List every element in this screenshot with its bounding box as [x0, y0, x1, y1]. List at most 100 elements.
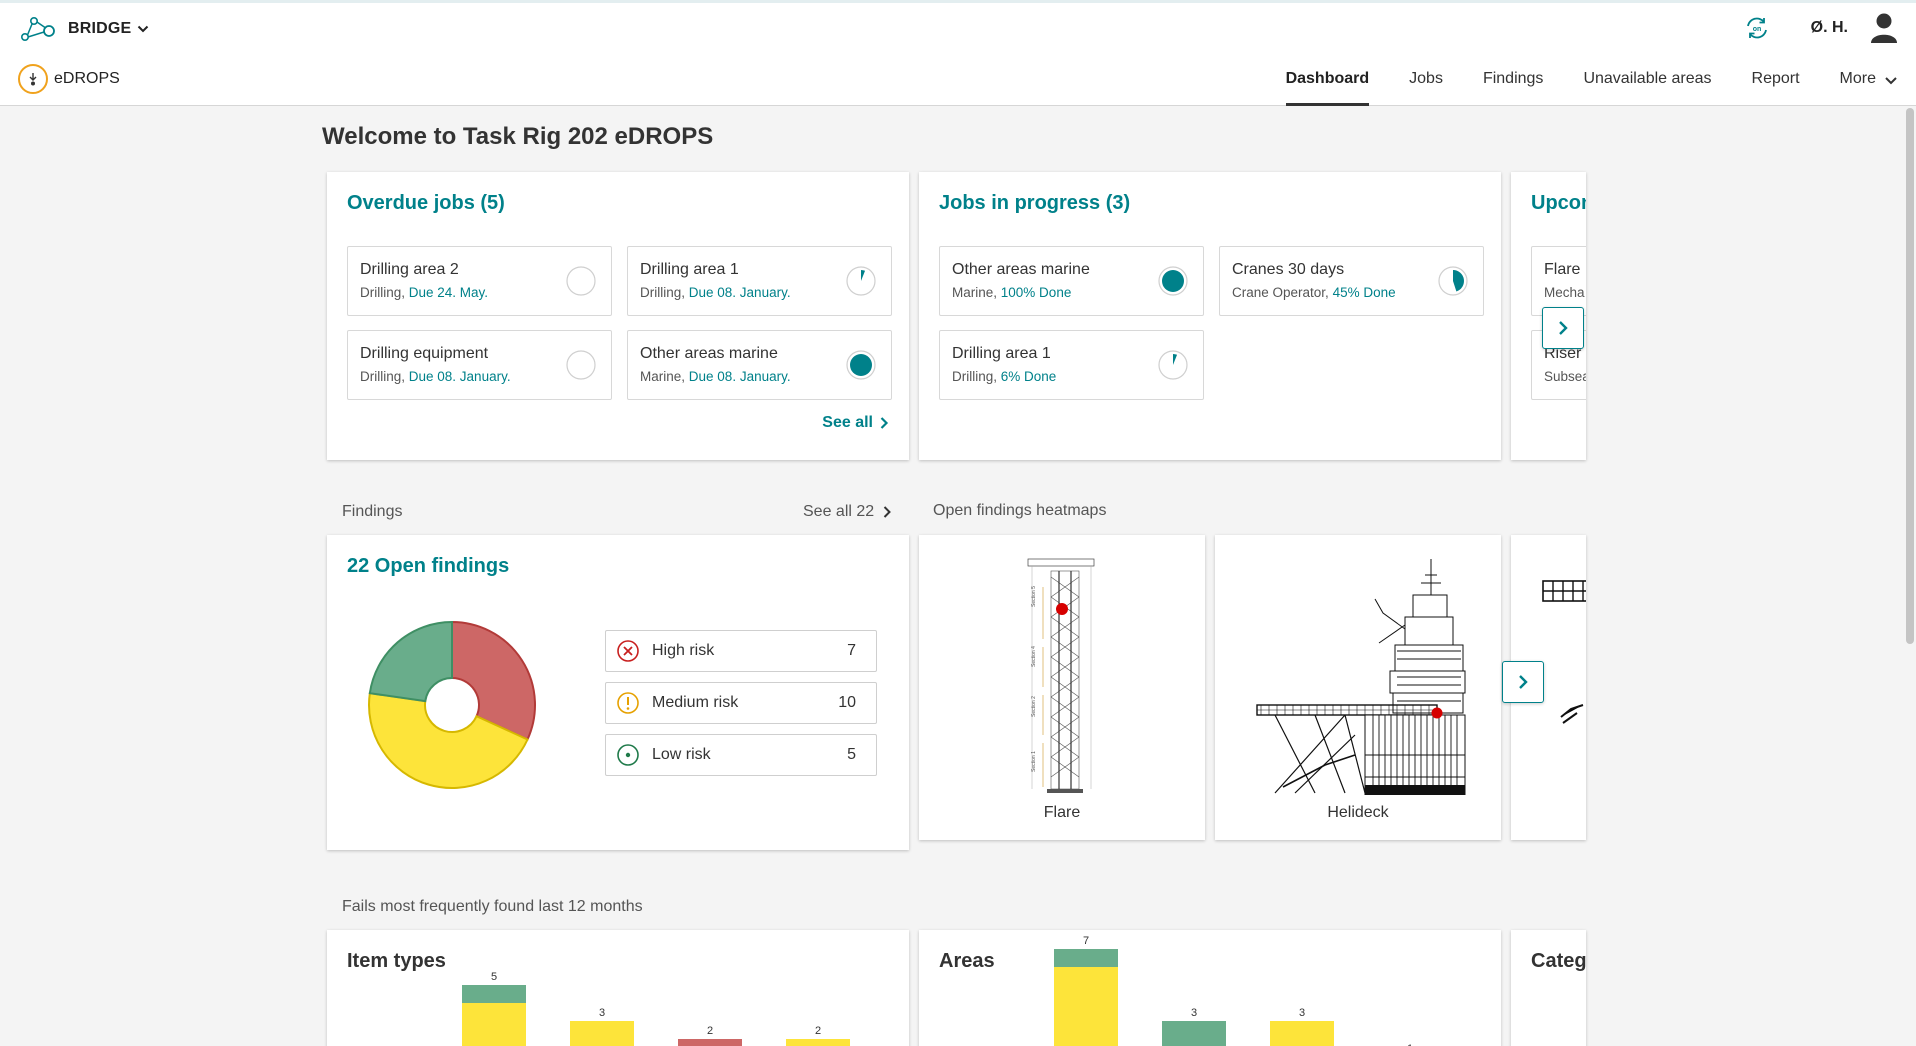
job-card[interactable]: Drilling area 1 Drilling, Due 08. Januar…: [627, 246, 892, 316]
user-icon[interactable]: [1870, 12, 1898, 44]
main-tabs: Dashboard Jobs Findings Unavailable area…: [1285, 64, 1898, 106]
bar-total-label: 1: [1407, 1043, 1413, 1046]
tab-label: Jobs: [1409, 70, 1443, 87]
risk-count: 10: [838, 694, 856, 711]
bar-total-label: 3: [1299, 1007, 1305, 1019]
bar-segment-yellow[interactable]: [570, 1021, 634, 1046]
see-all-findings-link[interactable]: See all 22: [803, 503, 892, 521]
bar-segment-red[interactable]: [678, 1039, 742, 1046]
job-name: Drilling area 1: [952, 345, 1051, 362]
job-card[interactable]: Other areas marine Marine, 100% Done: [939, 246, 1204, 316]
page-scrollbar[interactable]: [1906, 108, 1914, 644]
x-circle-icon: [617, 640, 639, 662]
card-title: Upcon: [1531, 192, 1586, 214]
progress-pie-icon: [566, 266, 596, 296]
item-types-card: Item types 5 3 2 2: [327, 930, 909, 1046]
bar-segment-yellow[interactable]: [786, 1039, 850, 1046]
job-card[interactable]: Drilling area 1 Drilling, 6% Done: [939, 330, 1204, 400]
page-title: Welcome to Task Rig 202 eDROPS: [322, 123, 714, 150]
job-card[interactable]: Flare Mecha: [1531, 246, 1586, 316]
see-all-label: See all 22: [803, 503, 875, 520]
card-title: 22 Open findings: [347, 555, 510, 577]
job-name: Drilling area 1: [640, 261, 739, 278]
job-card[interactable]: Cranes 30 days Crane Operator, 45% Done: [1219, 246, 1484, 316]
svg-text:Section 4: Section 4: [1031, 646, 1037, 667]
finding-marker[interactable]: [1431, 707, 1443, 719]
job-name: Riser I: [1544, 345, 1586, 362]
app-title[interactable]: eDROPS: [18, 64, 120, 94]
overdue-jobs-card: Overdue jobs (5) Drilling area 2 Drillin…: [327, 172, 909, 460]
job-card[interactable]: Drilling area 2 Drilling, Due 24. May.: [347, 246, 612, 316]
tab-jobs[interactable]: Jobs: [1409, 64, 1443, 106]
exclamation-circle-icon: [617, 692, 639, 714]
donut-slice-high-risk[interactable]: [451, 620, 536, 741]
donut-slice-medium-risk[interactable]: [368, 692, 529, 789]
progress-pie-icon: [846, 266, 876, 296]
job-card[interactable]: Other areas marine Marine, Due 08. Janua…: [627, 330, 892, 400]
progress-pie-icon: [1158, 350, 1188, 380]
carousel-next-button[interactable]: [1542, 307, 1584, 349]
finding-marker[interactable]: [1056, 603, 1068, 615]
bar-segment-green[interactable]: [1054, 949, 1118, 967]
brand-switcher[interactable]: BRIDGE: [20, 14, 149, 44]
job-discipline: Marine,: [640, 369, 689, 384]
tab-more[interactable]: More: [1840, 64, 1898, 106]
helideck-drawing: [1256, 559, 1466, 795]
donut-slice-low-risk[interactable]: [368, 620, 453, 703]
risk-row-medium[interactable]: Medium risk 10: [605, 682, 877, 724]
tab-label: Dashboard: [1285, 70, 1370, 87]
tab-findings[interactable]: Findings: [1483, 64, 1543, 106]
chevron-down-icon: [138, 25, 149, 33]
svg-text:Section 1: Section 1: [1031, 751, 1037, 772]
bar-segment-green[interactable]: [1162, 1021, 1226, 1046]
bar-segment-yellow[interactable]: [1270, 1021, 1334, 1046]
job-detail: Crane Operator, 45% Done: [1232, 285, 1396, 300]
risk-row-high[interactable]: High risk 7: [605, 630, 877, 672]
risk-count: 7: [847, 642, 856, 659]
findings-donut-chart: [368, 620, 536, 789]
card-title: Jobs in progress (3): [939, 192, 1131, 214]
heatmap-card-helideck[interactable]: Helideck: [1215, 535, 1501, 840]
user-initials: Ø. H.: [1810, 19, 1848, 36]
svg-text:Section 2: Section 2: [1031, 696, 1037, 717]
job-name: Other areas marine: [640, 345, 778, 362]
sync-on-icon[interactable]: on: [1743, 14, 1771, 42]
job-name: Cranes 30 days: [1232, 261, 1345, 278]
tab-label: Report: [1751, 70, 1800, 87]
progress-pie-icon: [1438, 266, 1468, 296]
bar-total-label: 3: [599, 1007, 605, 1019]
tab-dashboard[interactable]: Dashboard: [1285, 64, 1370, 106]
job-due-date: Due 08. January.: [688, 285, 791, 300]
tab-unavailable-areas[interactable]: Unavailable areas: [1583, 64, 1711, 106]
bar-segment-yellow[interactable]: [1054, 967, 1118, 1046]
see-all-overdue-link[interactable]: See all: [822, 414, 889, 432]
bar-total-label: 2: [815, 1025, 821, 1037]
tab-report[interactable]: Report: [1752, 64, 1800, 106]
edrops-logo: [18, 64, 48, 94]
tab-label: Unavailable areas: [1583, 70, 1712, 87]
card-title: Item types: [347, 950, 446, 972]
tab-label: More: [1839, 70, 1876, 87]
card-title: Categ: [1531, 950, 1586, 972]
bar-total-label: 2: [707, 1025, 713, 1037]
job-discipline: Subsea: [1544, 369, 1586, 384]
fails-section-label: Fails most frequently found last 12 mont…: [342, 898, 643, 915]
job-detail: Drilling, Due 08. January.: [360, 369, 511, 384]
heatmap-next-button[interactable]: [1502, 661, 1544, 703]
app-name: eDROPS: [54, 70, 120, 87]
heatmap-card-flare[interactable]: Section 5 Section 4 Section 2 Section 1 …: [919, 535, 1205, 840]
dot-circle-icon: [617, 744, 639, 766]
risk-row-low[interactable]: Low risk 5: [605, 734, 877, 776]
bar-segment-yellow[interactable]: [462, 1003, 526, 1046]
open-findings-card: 22 Open findings High risk 7 Medium risk…: [327, 535, 909, 850]
job-card[interactable]: Drilling equipment Drilling, Due 08. Jan…: [347, 330, 612, 400]
flare-tower-drawing: Section 5 Section 4 Section 2 Section 1: [1027, 558, 1095, 793]
chevron-down-icon: [1885, 77, 1897, 85]
job-detail: Drilling, 6% Done: [952, 369, 1056, 384]
categories-card: Categ: [1511, 930, 1586, 1046]
bar-segment-green[interactable]: [462, 985, 526, 1003]
job-name: Flare: [1544, 261, 1581, 278]
job-name: Other areas marine: [952, 261, 1090, 278]
heatmap-label: Helideck: [1327, 804, 1389, 821]
risk-label: Medium risk: [652, 694, 739, 711]
